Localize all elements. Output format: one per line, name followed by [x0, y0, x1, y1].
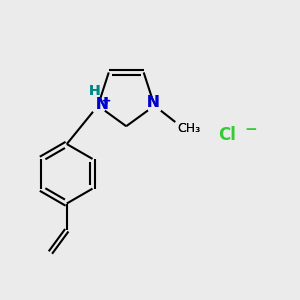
- Text: Cl: Cl: [218, 126, 236, 144]
- Text: N: N: [147, 94, 160, 110]
- Text: +: +: [102, 96, 112, 106]
- Text: H: H: [88, 84, 100, 98]
- Text: N: N: [95, 97, 108, 112]
- Text: CH₃: CH₃: [177, 122, 200, 135]
- Text: N: N: [95, 97, 108, 112]
- Text: N: N: [147, 94, 160, 110]
- Text: +: +: [102, 96, 112, 106]
- Text: H: H: [88, 84, 100, 98]
- Text: −: −: [245, 122, 257, 137]
- Text: CH₃: CH₃: [177, 122, 200, 135]
